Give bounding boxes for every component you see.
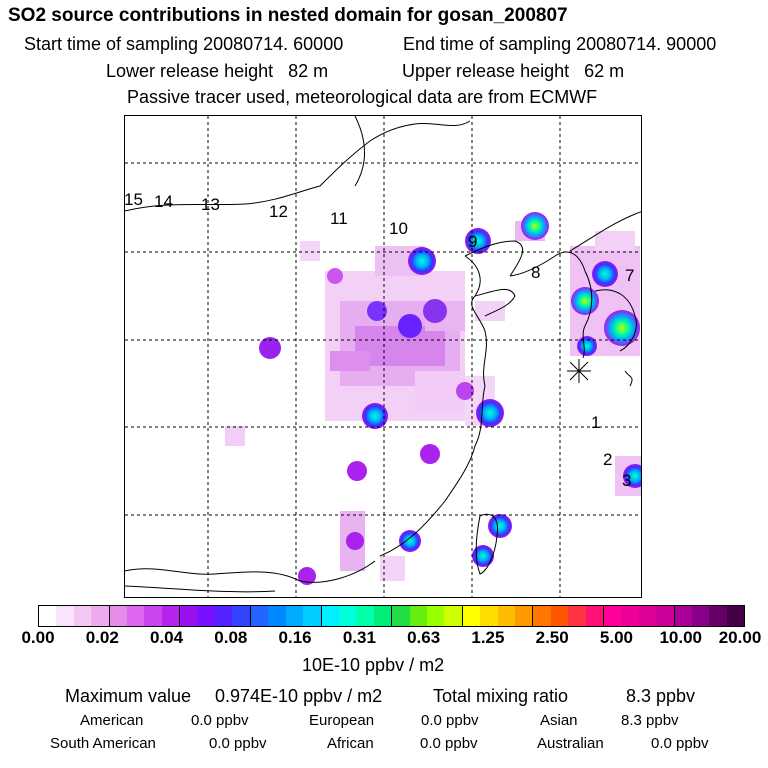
colorbar-swatch [250, 606, 269, 626]
colorbar-swatch [373, 606, 393, 626]
colorbar-swatch [338, 606, 357, 626]
max-value: 0.974E-10 ppbv / m2 [215, 686, 383, 706]
traj-label: 1 [591, 413, 600, 432]
colorbar-tick-label: 0.02 [85, 628, 119, 647]
region-value: 0.0 ppbv [421, 712, 479, 729]
page-title: SO2 source contributions in nested domai… [8, 5, 568, 26]
colorbar-tick-label: 1.25 [471, 628, 505, 647]
colorbar-swatch [656, 606, 675, 626]
colorbar-swatch [161, 606, 181, 626]
region-value: 0.0 ppbv [191, 712, 249, 729]
colorbar-swatch [392, 606, 410, 626]
colorbar-swatch [497, 606, 515, 626]
trajectory-labels: 1 2 3 7 8 9 10 11 12 13 14 15 [125, 190, 634, 490]
traj-label: 12 [269, 202, 288, 221]
total-value: 8.3 ppbv [626, 686, 696, 706]
coastlines [125, 116, 641, 593]
lower-release-height: Lower release height 82 m [106, 61, 329, 81]
traj-label: 11 [330, 209, 348, 228]
colorbar-tick-label: 0.31 [342, 628, 376, 647]
colorbar-swatch [268, 606, 286, 626]
colorbar-swatch [109, 606, 128, 626]
region-name: African [327, 735, 374, 752]
colorbar-tick-label: 0.08 [214, 628, 248, 647]
colorbar [38, 605, 745, 627]
colorbar-swatch [726, 606, 745, 626]
traj-label: 15 [125, 190, 143, 209]
colorbar-swatch [514, 606, 534, 626]
colorbar-swatch [409, 606, 427, 626]
colorbar-swatch [56, 606, 74, 626]
colorbar-tick-label: 0.16 [278, 628, 312, 647]
map-panel: 1 2 3 7 8 9 10 11 12 13 14 15 [124, 115, 642, 598]
end-time: End time of sampling 20080714. 90000 [403, 34, 717, 54]
colorbar-swatch [356, 606, 374, 626]
colorbar-swatch [692, 606, 710, 626]
colorbar-swatch [426, 606, 445, 626]
colorbar-tick-label: 0.63 [407, 628, 441, 647]
region-name: American [80, 712, 144, 729]
region-name: Asian [540, 712, 578, 729]
region-name: European [309, 712, 375, 729]
traj-label: 8 [531, 263, 540, 282]
traj-label: 9 [468, 232, 477, 251]
map-svg: 1 2 3 7 8 9 10 11 12 13 14 15 [125, 116, 641, 597]
colorbar-swatch [285, 606, 304, 626]
colorbar-swatch [91, 606, 110, 626]
colorbar-swatch [621, 606, 639, 626]
colorbar-swatch [197, 606, 216, 626]
colorbar-swatch [303, 606, 322, 626]
traj-label: 7 [625, 266, 634, 285]
colorbar-tick-label: 10.00 [659, 628, 702, 647]
receptor-marker-icon [567, 359, 591, 383]
colorbar-swatch [321, 606, 339, 626]
colorbar-swatch [568, 606, 586, 626]
colorbar-tick-label: 5.00 [599, 628, 633, 647]
graticule [125, 116, 641, 597]
colorbar-swatch [674, 606, 693, 626]
max-value-label: Maximum value [65, 686, 192, 706]
region-name: Australian [537, 735, 604, 752]
colorbar-swatch [444, 606, 463, 626]
colorbar-swatch [180, 606, 198, 626]
tracer-note: Passive tracer used, meteorological data… [127, 87, 598, 107]
colorbar-swatch [73, 606, 92, 626]
region-value: 0.0 ppbv [420, 735, 478, 752]
colorbar-tick-label: 20.00 [718, 628, 762, 647]
colorbar-swatch [638, 606, 657, 626]
colorbar-tick-label: 0.04 [149, 628, 184, 647]
colorbar-swatch [550, 606, 569, 626]
region-value: 0.0 ppbv [651, 735, 709, 752]
region-value: 0.0 ppbv [209, 735, 267, 752]
region-name: South American [50, 735, 156, 752]
colorbar-swatch [215, 606, 233, 626]
colorbar-swatch [232, 606, 251, 626]
colorbar-swatch [127, 606, 145, 626]
colorbar-swatch [709, 606, 727, 626]
colorbar-tick-label: 0.00 [21, 628, 55, 647]
colorbar-swatch [39, 606, 57, 626]
total-label: Total mixing ratio [433, 686, 569, 706]
traj-label: 10 [389, 219, 408, 238]
colorbar-swatch [604, 606, 622, 626]
colorbar-swatch [585, 606, 604, 626]
traj-label: 13 [201, 195, 220, 214]
colorbar-swatch [462, 606, 481, 626]
colorbar-swatch [533, 606, 551, 626]
traj-label: 2 [603, 450, 612, 469]
colorbar-units: 10E-10 ppbv / m2 [302, 655, 445, 675]
region-value: 8.3 ppbv [621, 712, 679, 729]
colorbar-swatch [480, 606, 498, 626]
plume-field [225, 221, 641, 581]
colorbar-tick-label: 2.50 [535, 628, 569, 647]
traj-label: 3 [622, 471, 631, 490]
traj-label: 14 [154, 192, 173, 211]
colorbar-swatch [144, 606, 162, 626]
start-time: Start time of sampling 20080714. 60000 [24, 34, 344, 54]
upper-release-height: Upper release height 62 m [402, 61, 625, 81]
